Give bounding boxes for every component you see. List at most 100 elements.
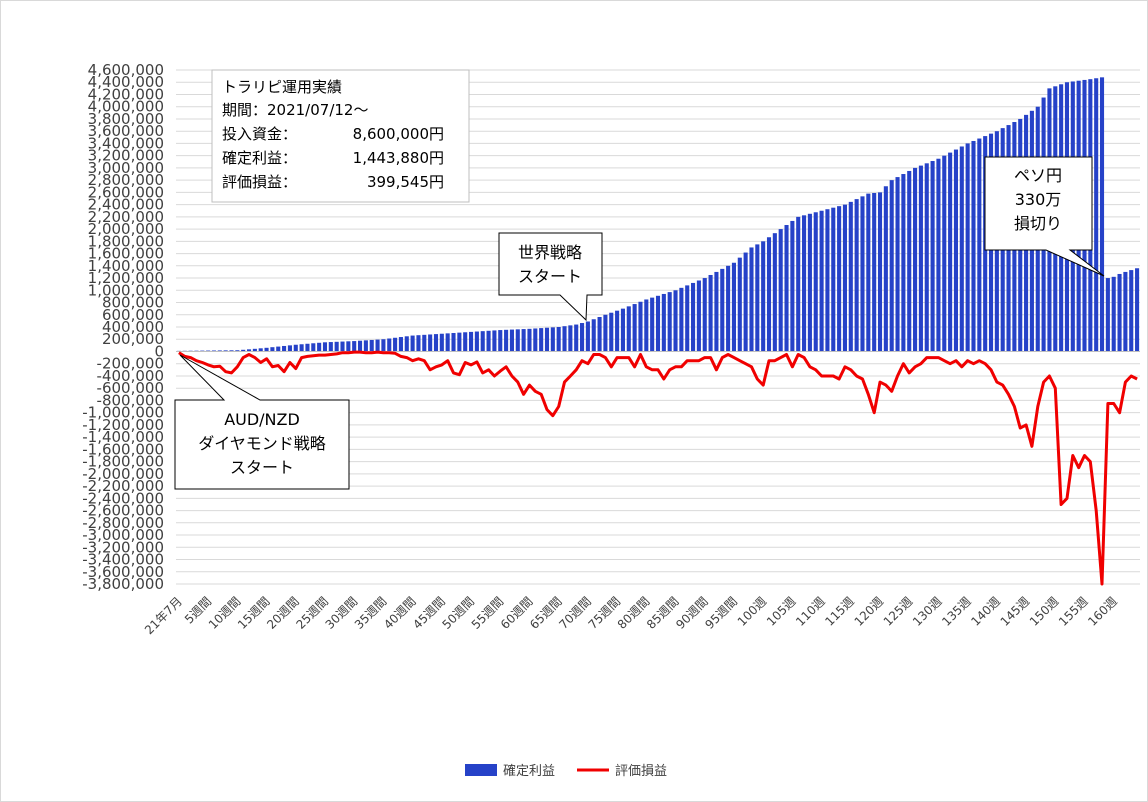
bar bbox=[819, 210, 824, 352]
bar bbox=[468, 331, 474, 352]
callout-aud-nzd-line3: スタート bbox=[230, 458, 294, 477]
bar bbox=[1094, 78, 1099, 352]
bar bbox=[451, 332, 456, 352]
bar bbox=[276, 346, 281, 352]
bar bbox=[831, 207, 836, 352]
info-box-title: トラリピ運用実績 bbox=[222, 78, 342, 96]
bar bbox=[562, 326, 567, 352]
bar bbox=[410, 335, 415, 352]
line-unrealized bbox=[178, 350, 1138, 586]
bar bbox=[585, 321, 590, 352]
bar bbox=[650, 297, 655, 352]
bar bbox=[486, 330, 491, 352]
y-tick-label: -2,200,000 bbox=[82, 477, 164, 495]
info-box-investment-label: 投入資金： bbox=[222, 125, 297, 143]
bar bbox=[375, 339, 380, 352]
callout-world-strategy-line1: 世界戦略 bbox=[518, 243, 582, 262]
y-tick-label: -3,800,000 bbox=[82, 575, 164, 593]
bar bbox=[328, 342, 333, 352]
bar bbox=[387, 338, 392, 352]
bar bbox=[287, 345, 292, 352]
bar bbox=[1123, 271, 1128, 352]
y-tick-label: 3,400,000 bbox=[88, 134, 164, 152]
bar bbox=[837, 206, 842, 352]
bar bbox=[965, 143, 970, 352]
bar bbox=[346, 341, 351, 352]
bar bbox=[1135, 268, 1140, 352]
bar bbox=[463, 332, 468, 352]
y-tick-label: -3,600,000 bbox=[82, 563, 164, 581]
callout-peso-line2: 330万 bbox=[1015, 190, 1062, 209]
bar bbox=[626, 306, 631, 352]
y-tick-label: -800,000 bbox=[97, 391, 164, 409]
bar bbox=[737, 257, 742, 352]
info-box-realized-label: 確定利益： bbox=[222, 149, 297, 167]
y-tick-label: 4,400,000 bbox=[88, 73, 164, 91]
y-tick-label: 1,600,000 bbox=[88, 245, 164, 263]
y-tick-label: 1,000,000 bbox=[88, 281, 164, 299]
bar bbox=[369, 339, 374, 352]
bar bbox=[924, 163, 929, 352]
bar bbox=[702, 278, 707, 352]
bar bbox=[1099, 77, 1105, 352]
y-tick-label: -2,000,000 bbox=[82, 465, 164, 483]
bar bbox=[317, 342, 322, 352]
bar bbox=[311, 343, 316, 352]
info-box-investment-value: 8,600,000円 bbox=[353, 125, 444, 143]
bar bbox=[363, 340, 368, 352]
unrealized-line bbox=[178, 350, 1138, 586]
bar bbox=[515, 329, 520, 352]
callout-aud-nzd-line1: AUD/NZD bbox=[224, 410, 300, 429]
bar bbox=[661, 293, 666, 352]
bar bbox=[872, 192, 877, 352]
y-tick-label: 400,000 bbox=[102, 318, 164, 336]
bar bbox=[842, 204, 848, 352]
bar bbox=[889, 180, 894, 352]
bar bbox=[492, 330, 497, 352]
bar bbox=[620, 308, 625, 352]
info-box-realized-value: 1,443,880円 bbox=[353, 149, 444, 167]
y-tick-label: 3,800,000 bbox=[88, 110, 164, 128]
bar bbox=[877, 192, 883, 352]
y-tick-label: 1,200,000 bbox=[88, 269, 164, 287]
callout-peso-shape bbox=[984, 156, 1105, 277]
bar bbox=[603, 314, 608, 352]
bar bbox=[357, 340, 363, 352]
y-tick-label: 3,200,000 bbox=[88, 147, 164, 165]
bar bbox=[766, 237, 772, 352]
bar bbox=[433, 334, 439, 352]
bar bbox=[404, 336, 409, 352]
bar bbox=[305, 343, 310, 352]
bar bbox=[1111, 276, 1116, 352]
bar bbox=[393, 337, 398, 352]
bar bbox=[901, 174, 906, 352]
legend: 確定利益 評価損益 bbox=[465, 763, 667, 779]
info-box-unrealized-value: 399,545円 bbox=[367, 173, 444, 191]
bar bbox=[416, 335, 421, 352]
bar bbox=[509, 329, 514, 352]
callout-world-strategy: 世界戦略 スタート bbox=[498, 232, 603, 322]
bar bbox=[936, 158, 941, 352]
callout-peso-line3: 損切り bbox=[1014, 214, 1062, 233]
callout-world-strategy-line2: スタート bbox=[518, 267, 582, 286]
y-axis-ticks: -3,800,000-3,600,000-3,400,000-3,200,000… bbox=[82, 61, 164, 593]
bar bbox=[445, 333, 450, 352]
bar bbox=[708, 274, 713, 352]
callout-aud-nzd-shape bbox=[174, 354, 350, 490]
callout-peso-line1: ペソ円 bbox=[1014, 166, 1062, 185]
y-tick-label: -1,000,000 bbox=[82, 404, 164, 422]
y-tick-label: -1,600,000 bbox=[82, 440, 164, 458]
bar bbox=[848, 201, 853, 352]
y-tick-label: 4,000,000 bbox=[88, 98, 164, 116]
y-tick-label: -3,200,000 bbox=[82, 538, 164, 556]
bar bbox=[264, 347, 269, 352]
bar bbox=[679, 287, 684, 352]
bar bbox=[825, 209, 830, 352]
y-tick-label: 3,600,000 bbox=[88, 122, 164, 140]
bar bbox=[252, 348, 257, 352]
bar bbox=[293, 344, 298, 352]
bar bbox=[597, 317, 602, 352]
bar bbox=[971, 140, 976, 352]
y-tick-label: -2,400,000 bbox=[82, 489, 164, 507]
